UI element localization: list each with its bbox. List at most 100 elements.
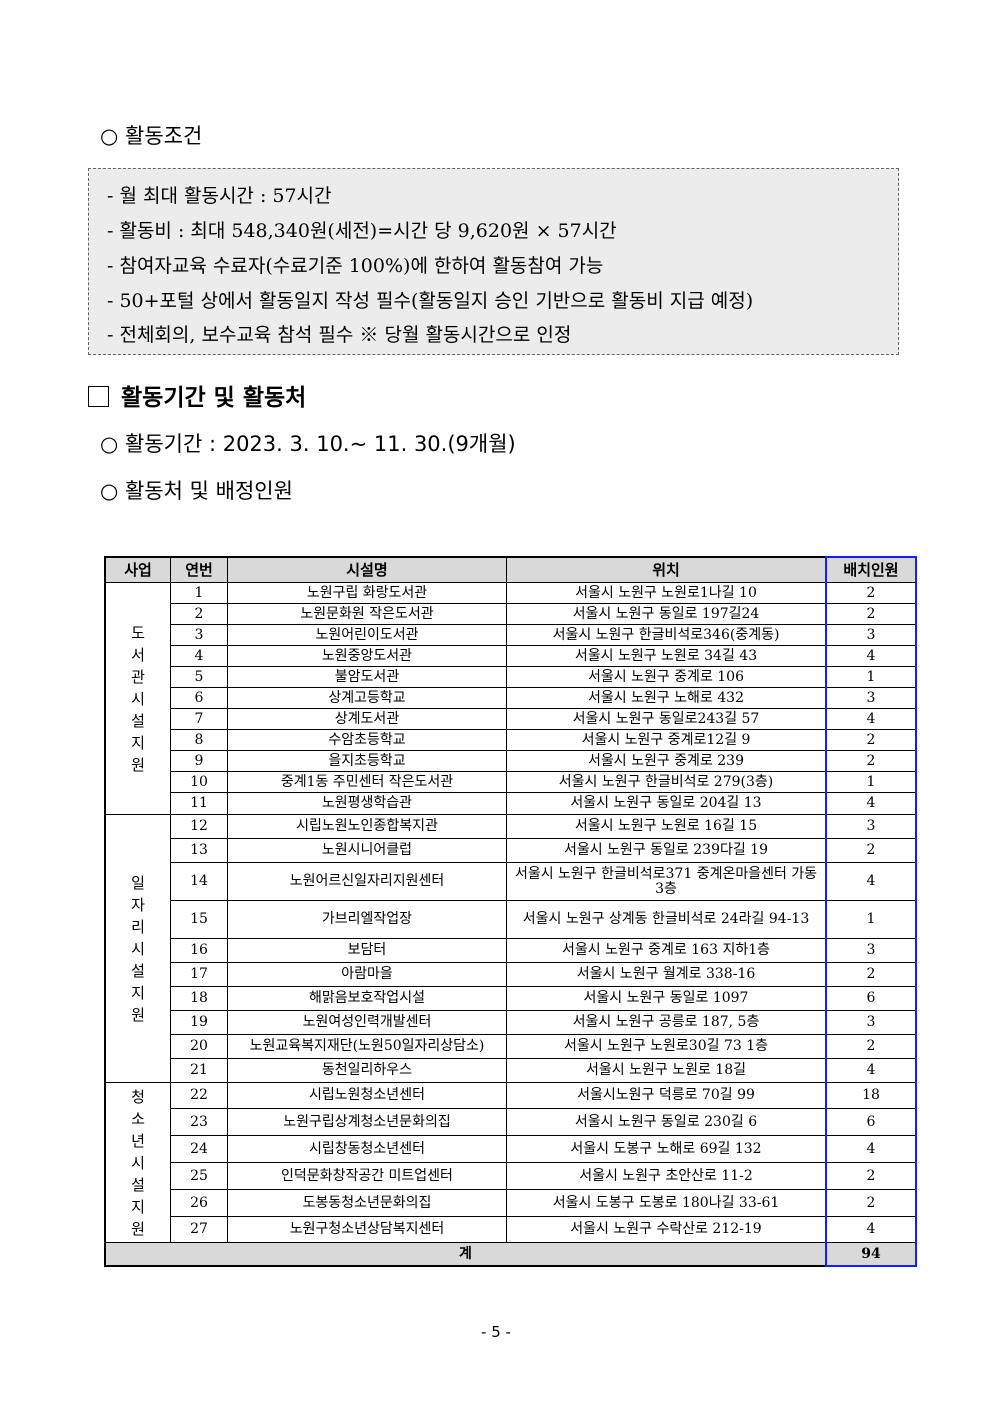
serial-cell: 13 (170, 838, 228, 863)
conditions-heading: ○ 활동조건 (100, 124, 203, 148)
total-label: 계 (104, 1242, 827, 1267)
table-row: 7 상계도서관 서울시 노원구 동일로243길 57 4 (105, 708, 917, 730)
table-row: 4 노원중앙도서관 서울시 노원구 노원로 34길 43 4 (105, 645, 917, 667)
group-label: 도서관시설 지원 (131, 623, 145, 774)
location-cell: 서울시 노원구 동일로 204길 13 (506, 792, 827, 815)
table-row: 5 불암도서관 서울시 노원구 중계로 106 1 (105, 666, 917, 688)
facility-name-cell: 노원문화원 작은도서관 (227, 603, 507, 625)
headcount-cell: 2 (825, 729, 917, 751)
table-row: 도서관시설 지원 1 노원구립 화랑도서관 서울시 노원구 노원로1나길 10 2 (104, 582, 917, 815)
col-header: 시설명 (227, 556, 507, 583)
headcount-cell: 1 (825, 900, 917, 939)
condition-line: - 월 최대 활동시간 : 57시간 (107, 185, 332, 207)
location-cell: 서울시 노원구 노원로1나길 10 (506, 582, 827, 604)
col-header: 위치 (506, 556, 827, 583)
serial-cell: 2 (170, 603, 228, 625)
headcount-cell: 2 (825, 1034, 917, 1059)
headcount-cell: 18 (825, 1082, 917, 1109)
facility-name-cell: 노원평생학습관 (227, 792, 507, 815)
headcount-cell: 4 (825, 792, 917, 815)
location-cell: 서울시 노원구 노원로 16길 15 (506, 814, 827, 839)
location-cell: 서울시 도봉구 도봉로 180나길 33-61 (506, 1189, 827, 1217)
serial-cell: 10 (170, 771, 228, 793)
serial-cell: 8 (170, 729, 228, 751)
location-cell: 서울시 노원구 노해로 432 (506, 687, 827, 709)
facility-name-cell: 노원구립 화랑도서관 (227, 582, 507, 604)
serial-cell: 17 (170, 962, 228, 987)
location-cell: 서울시 노원구 동일로243길 57 (506, 708, 827, 730)
table-row: 13 노원시니어클럽 서울시 노원구 동일로 239다길 19 2 (105, 838, 917, 863)
facility-name-cell: 도봉동청소년문화의집 (227, 1189, 507, 1217)
serial-cell: 27 (170, 1216, 228, 1243)
activity-period: ○ 활동기간 : 2023. 3. 10.~ 11. 30.(9개월) (100, 432, 516, 456)
table-row: 18 해맑음보호작업시설 서울시 노원구 동일로 1097 6 (105, 986, 917, 1011)
total-value: 94 (825, 1242, 917, 1267)
facility-name-cell: 가브리엘작업장 (227, 900, 507, 939)
location-cell: 서울시 노원구 한글비석로 279(3층) (506, 771, 827, 793)
table-row: 10 중계1동 주민센터 작은도서관 서울시 노원구 한글비석로 279(3층) 1 (105, 771, 917, 793)
section-title: 활동기간 및 활동처 (121, 385, 307, 411)
headcount-cell: 3 (825, 814, 917, 839)
headcount-cell: 6 (825, 986, 917, 1011)
facility-name-cell: 노원여성인력개발센터 (227, 1010, 507, 1035)
serial-cell: 5 (170, 666, 228, 688)
table-row: 3 노원어린이도서관 서울시 노원구 한글비석로346(중계동) 3 (105, 624, 917, 646)
facility-name-cell: 노원구청소년상담복지센터 (227, 1216, 507, 1243)
col-header: 사업 (104, 556, 171, 583)
serial-cell: 1 (170, 582, 228, 604)
conditions-box: - 월 최대 활동시간 : 57시간 - 활동비 : 최대 548,340원(세… (88, 168, 899, 355)
col-header: 배치인원 (825, 556, 917, 583)
location-cell: 서울시 노원구 동일로 1097 (506, 986, 827, 1011)
serial-cell: 21 (170, 1058, 228, 1083)
placement-table: 사업 연번 시설명 위치 배치인원 도서관시설 지원 1 노원구립 화랑도서관 서울시… (104, 556, 917, 1267)
table-row: 26 도봉동청소년문화의집 서울시 도봉구 도봉로 180나길 33-61 2 (105, 1189, 917, 1217)
location-cell: 서울시노원구 덕릉로 70길 99 (506, 1082, 827, 1109)
headcount-cell: 4 (825, 1216, 917, 1243)
location-cell: 서울시 노원구 한글비석로371 중계온마을센터 가동 3층 (506, 862, 827, 901)
table-row: 25 인덕문화창작공간 미트업센터 서울시 노원구 초안산로 11-2 2 (105, 1162, 917, 1190)
facility-name-cell: 노원구립상계청소년문화의집 (227, 1108, 507, 1136)
serial-cell: 9 (170, 750, 228, 772)
table-row: 24 시립창동청소년센터 서울시 도봉구 노해로 69길 132 4 (105, 1135, 917, 1163)
location-cell: 서울시 노원구 노원로 18길 (506, 1058, 827, 1083)
facility-name-cell: 보담터 (227, 938, 507, 963)
checkbox-square-icon (88, 386, 109, 407)
location-cell: 서울시 노원구 동일로 230길 6 (506, 1108, 827, 1136)
facility-name-cell: 중계1동 주민센터 작은도서관 (227, 771, 507, 793)
location-cell: 서울시 노원구 노원로30길 73 1층 (506, 1034, 827, 1059)
facility-name-cell: 노원중앙도서관 (227, 645, 507, 667)
total-row: 계 94 (104, 1242, 917, 1267)
facility-name-cell: 해맑음보호작업시설 (227, 986, 507, 1011)
headcount-cell: 4 (825, 1135, 917, 1163)
headcount-cell: 6 (825, 1108, 917, 1136)
serial-cell: 25 (170, 1162, 228, 1190)
facility-name-cell: 상계고등학교 (227, 687, 507, 709)
facility-name-cell: 인덕문화창작공간 미트업센터 (227, 1162, 507, 1190)
location-cell: 서울시 노원구 상계동 한글비석로 24라길 94-13 (506, 900, 827, 939)
table-row: 21 동천일리하우스 서울시 노원구 노원로 18길 4 (105, 1058, 917, 1083)
headcount-cell: 2 (825, 582, 917, 604)
location-cell: 서울시 노원구 중계로 239 (506, 750, 827, 772)
headcount-cell: 2 (825, 838, 917, 863)
headcount-cell: 4 (825, 862, 917, 901)
serial-cell: 6 (170, 687, 228, 709)
condition-line: - 참여자교육 수료자(수료기준 100%)에 한하여 활동참여 가능 (107, 255, 604, 277)
facility-name-cell: 불암도서관 (227, 666, 507, 688)
facility-name-cell: 아람마을 (227, 962, 507, 987)
table-row: 청소년시설 지원 22 시립노원청소년센터 서울시노원구 덕릉로 70길 99 18 (104, 1082, 917, 1243)
headcount-cell: 2 (825, 962, 917, 987)
headcount-cell: 1 (825, 666, 917, 688)
table-row: 6 상계고등학교 서울시 노원구 노해로 432 3 (105, 687, 917, 709)
serial-cell: 11 (170, 792, 228, 815)
serial-cell: 15 (170, 900, 228, 939)
serial-cell: 14 (170, 862, 228, 901)
location-cell: 서울시 노원구 중계로12길 9 (506, 729, 827, 751)
location-cell: 서울시 노원구 중계로 106 (506, 666, 827, 688)
serial-cell: 26 (170, 1189, 228, 1217)
facility-name-cell: 노원어린이도서관 (227, 624, 507, 646)
location-cell: 서울시 도봉구 노해로 69길 132 (506, 1135, 827, 1163)
location-cell: 서울시 노원구 동일로 239다길 19 (506, 838, 827, 863)
headcount-cell: 2 (825, 603, 917, 625)
headcount-cell: 4 (825, 708, 917, 730)
col-header: 연번 (170, 556, 228, 583)
